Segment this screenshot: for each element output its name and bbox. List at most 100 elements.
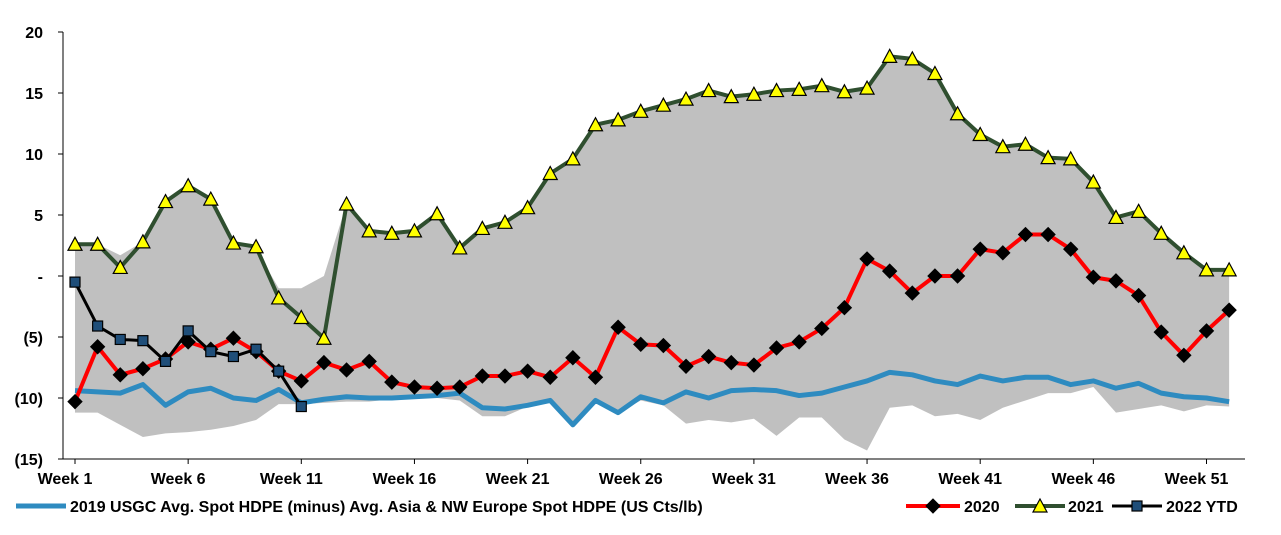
series-1-point <box>293 373 310 389</box>
series-2-point <box>1062 150 1079 166</box>
series-1-point <box>655 337 672 354</box>
series-1-point <box>338 362 355 378</box>
x-tick-label: Week 36 <box>825 471 889 488</box>
series-3-point <box>250 343 262 355</box>
series-2-point <box>1040 149 1057 165</box>
series-3-point <box>69 276 81 288</box>
series-1-point <box>1085 269 1102 285</box>
axes-layer: 20 15 10 5 - (5) (10) (15) Week 1 Week 6 Week 11 We… <box>15 25 1245 488</box>
y-tick-label: (15) <box>15 452 43 469</box>
legend-marker-2 <box>1031 497 1049 513</box>
y-tick-label: (5) <box>23 330 43 347</box>
series-2-point <box>66 236 84 251</box>
series-2-point <box>836 83 853 99</box>
series-1-point <box>1153 324 1169 340</box>
series-2-point <box>406 222 423 238</box>
series-3-point <box>273 365 285 377</box>
series-1-point <box>565 350 581 366</box>
series-2-point <box>248 238 265 254</box>
series-1-point <box>1108 273 1124 289</box>
series-2-point <box>293 309 310 325</box>
series-2-point <box>972 126 989 142</box>
y-tick-label: - <box>38 269 43 286</box>
series-2-point <box>202 190 219 206</box>
series-2-point <box>587 116 604 132</box>
series-2-point <box>745 85 762 101</box>
series-2-point <box>723 88 740 104</box>
series-2-point <box>180 177 197 193</box>
series-2-point <box>949 105 966 121</box>
x-tick-label: Week 46 <box>1051 471 1115 488</box>
series-2-point <box>813 77 830 93</box>
series-1-point <box>972 241 988 257</box>
series-2-point <box>89 236 106 251</box>
series-2-point <box>157 193 174 209</box>
series-1-point <box>633 336 649 353</box>
series-3-point <box>114 333 126 346</box>
series-1-point <box>836 300 853 316</box>
series-3-point <box>227 350 240 363</box>
series-1-point <box>814 320 830 337</box>
series-1-point <box>587 369 604 385</box>
series-1-point <box>1221 302 1237 318</box>
series-2-point <box>429 205 446 221</box>
series-2-point <box>994 138 1011 154</box>
legend-marker-3 <box>1131 500 1143 512</box>
series-1-point <box>995 245 1011 261</box>
series-1-point <box>384 374 400 390</box>
series-2-point <box>700 82 717 98</box>
x-tick-label: Week 31 <box>712 471 776 488</box>
legend-label-3: 2022 YTD <box>1166 499 1238 516</box>
series-1-point <box>746 357 762 373</box>
x-tick-label: Week 41 <box>938 471 1002 488</box>
x-tick-label: Week 21 <box>486 471 550 488</box>
series-3-point <box>159 355 172 367</box>
series-1-point <box>180 334 196 350</box>
series-1-point <box>225 330 242 346</box>
y-tick-label: 20 <box>25 25 43 42</box>
series-2-point <box>542 165 559 181</box>
series-1-point <box>1040 226 1056 243</box>
series-2-point <box>519 199 536 215</box>
series-2-point <box>225 234 242 250</box>
series-2-point <box>1017 135 1034 151</box>
x-tick-label: Week 1 <box>38 471 93 488</box>
series-line-0 <box>74 369 1230 428</box>
series-2-point <box>768 82 785 98</box>
series-2-point <box>610 111 627 127</box>
series-1-point <box>1198 323 1215 339</box>
series-2-point <box>270 289 287 305</box>
series-2-point <box>451 239 468 255</box>
series-1-point <box>791 334 807 350</box>
series-1-point <box>1130 287 1147 304</box>
y-tick-label: 15 <box>25 86 43 103</box>
legend-label-2: 2021 <box>1068 499 1104 516</box>
series-1-point <box>1176 347 1192 364</box>
series-1-point <box>881 263 898 279</box>
series-1-point <box>361 353 377 370</box>
series-2-point <box>926 65 943 81</box>
series-1-point <box>610 319 626 335</box>
series-3-point <box>92 320 104 332</box>
series-1-point <box>316 354 332 371</box>
series-2-point <box>1153 225 1170 240</box>
series-2-point <box>791 81 808 96</box>
y-tick-label: (10) <box>15 391 43 408</box>
series-2-point <box>678 90 695 106</box>
x-tick-label: Week 16 <box>373 471 437 488</box>
series-1-point <box>678 358 694 374</box>
series-2-point <box>564 150 581 166</box>
series-1-point <box>112 367 128 383</box>
series-1-point <box>406 379 423 395</box>
series-2-point <box>134 233 151 249</box>
x-tick-label: Week 11 <box>260 471 323 488</box>
series-2-point <box>496 214 513 229</box>
series-2-point <box>1107 209 1124 225</box>
series-3-point <box>182 325 194 337</box>
range-band-layer <box>75 56 1230 451</box>
series-2-point <box>655 96 672 112</box>
series-2-point <box>904 50 921 66</box>
range-band-area <box>75 56 1230 451</box>
